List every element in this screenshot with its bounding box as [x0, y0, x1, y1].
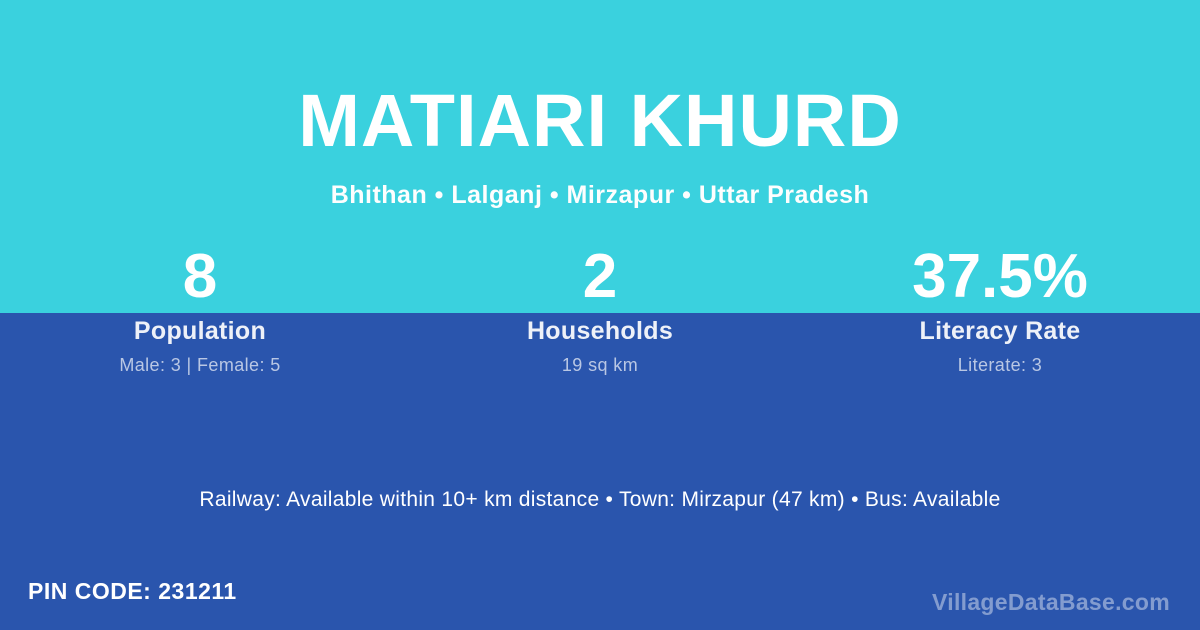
households-detail: 19 sq km	[561, 355, 639, 375]
pin-code-label: PIN CODE: 231211	[28, 578, 237, 604]
village-breadcrumb: Bhithan • Lalganj • Mirzapur • Uttar Pra…	[330, 181, 870, 209]
stats-row: 8 Population Male: 3 | Female: 5 2 House…	[0, 245, 1200, 376]
stat-households: 2 Households 19 sq km	[400, 245, 800, 376]
literacy-label: Literacy Rate	[919, 317, 1081, 345]
amenities-line: Railway: Available within 10+ km distanc…	[199, 488, 1001, 511]
header-band	[0, 0, 1200, 313]
literacy-detail: Literate: 3	[957, 355, 1043, 375]
population-label: Population	[133, 317, 267, 345]
stat-population: 8 Population Male: 3 | Female: 5	[0, 245, 400, 376]
population-detail: Male: 3 | Female: 5	[119, 355, 281, 375]
literacy-value: 37.5%	[912, 242, 1088, 311]
details-band	[0, 313, 1200, 630]
households-value: 2	[582, 242, 618, 311]
village-title: MATIARI KHURD	[298, 79, 902, 162]
population-value: 8	[182, 242, 218, 311]
stat-literacy: 37.5% Literacy Rate Literate: 3	[800, 245, 1200, 376]
watermark-text: VillageDataBase.com	[932, 589, 1170, 615]
households-label: Households	[526, 317, 674, 345]
